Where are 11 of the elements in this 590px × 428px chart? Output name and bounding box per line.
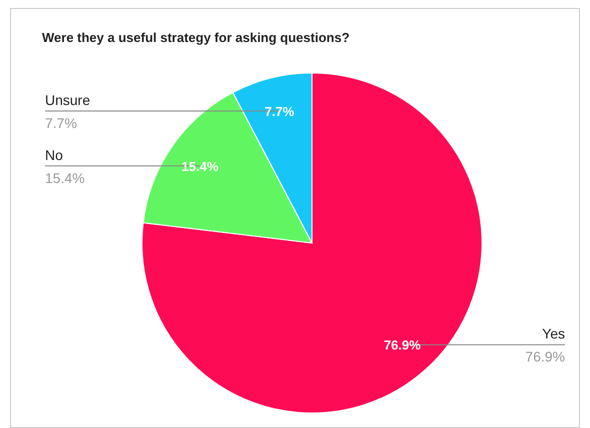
pie-slice <box>142 72 482 414</box>
slice-label: No <box>45 146 64 163</box>
data-label: 76.9% <box>525 348 565 365</box>
data-label: 7.7% <box>45 114 77 131</box>
slice-label: Unsure <box>45 92 90 108</box>
text: 15.4% <box>182 158 218 174</box>
chart-title: Were they a useful strategy for asking questions? <box>42 30 350 45</box>
data-label: 15.4% <box>45 170 85 186</box>
text: 76.9% <box>384 338 421 353</box>
slice-label: Yes <box>542 326 565 342</box>
text: 7.7% <box>264 104 294 119</box>
